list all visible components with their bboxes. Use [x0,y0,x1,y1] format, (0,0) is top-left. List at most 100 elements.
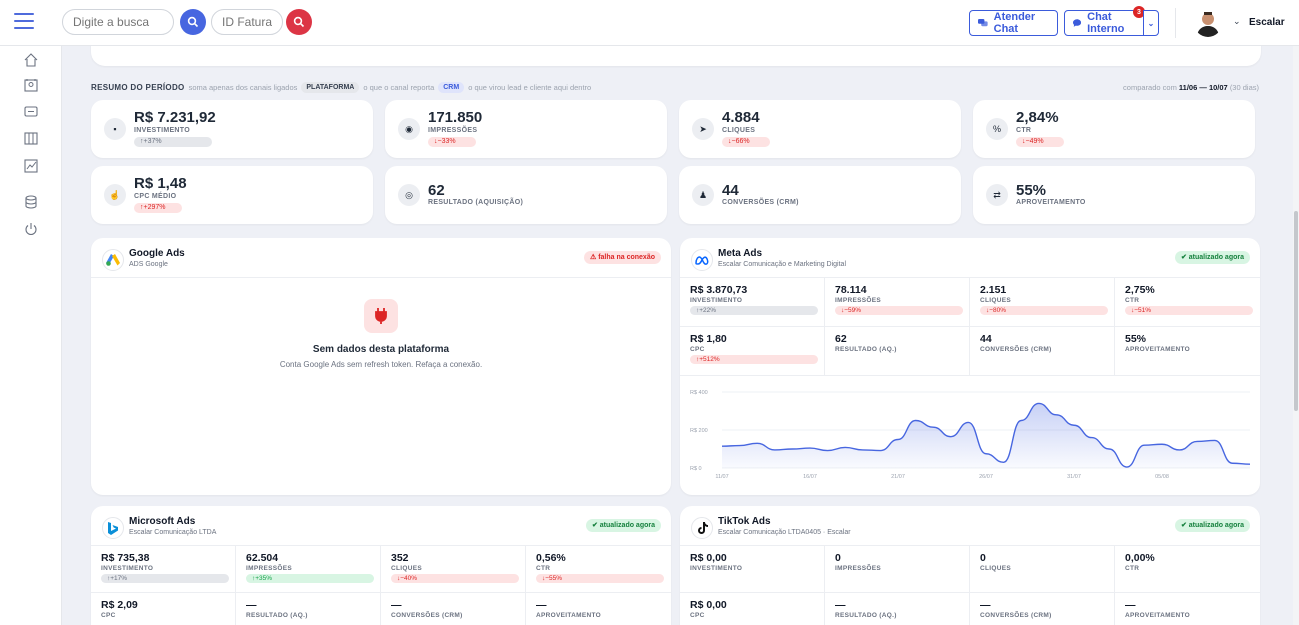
summary-text: soma apenas dos canais ligados [188,83,298,92]
kpi-label: INVESTIMENTO [134,127,190,134]
panel-subtitle: Escalar Comunicação LTDA0405 · Escalar [718,529,851,536]
metric-label: IMPRESSÕES [246,565,292,572]
metric-cell: 78.114 IMPRESSÕES ↓−59% [825,278,970,327]
metric-cell: 352 CLIQUES ↓−40% [381,546,526,593]
menu-icon[interactable] [14,13,34,29]
kpi-delta-badge: ↑+37% [134,137,212,147]
invoice-search-button[interactable] [286,9,312,35]
chevron-down-icon[interactable]: ⌄ [1233,16,1241,26]
kpi-label: CPC MÉDIO [134,193,177,200]
metric-cell: R$ 2,09 CPC [91,593,236,625]
panel-title: Meta Ads [718,248,763,259]
metric-value: 78.114 [835,284,867,296]
bing-logo-icon [102,517,124,539]
kpi-card: ➤ 4.884 CLIQUES ↓−66% [679,100,961,158]
metric-label: CPC [101,612,116,619]
power-icon[interactable] [23,221,39,237]
user-name[interactable]: Escalar [1249,17,1285,28]
database-icon[interactable] [23,194,39,210]
kpi-value: 4.884 [722,109,760,126]
metric-label: APROVEITAMENTO [1125,346,1190,353]
chart-icon[interactable] [23,158,39,174]
attend-chat-button[interactable]: Atender Chat [969,10,1058,36]
metric-value: 0,56% [536,552,566,564]
metric-delta-badge: ↓−80% [980,306,1108,315]
metric-cell: — APROVEITAMENTO [526,593,671,625]
metric-label: APROVEITAMENTO [536,612,601,619]
summary-title: RESUMO DO PERÍODO [91,83,185,92]
meta-ads-panel: Meta Ads Escalar Comunicação e Marketing… [680,238,1260,495]
notification-badge: 3 [1133,6,1145,18]
metric-label: CPC [690,346,705,353]
metric-delta-badge: ↑+17% [101,574,229,583]
panel-title: Microsoft Ads [129,516,196,527]
metric-value: 352 [391,552,409,564]
metric-value: R$ 0,00 [690,552,727,564]
chart-area [722,403,1250,468]
panel-title: Google Ads [129,248,185,259]
internal-chat-label: Chat Interno [1087,11,1125,35]
kanban-icon[interactable] [23,131,39,147]
search-icon [293,16,305,28]
contacts-icon[interactable] [23,77,39,93]
kpi-delta-badge: ↑+297% [134,203,182,213]
summary-header: RESUMO DO PERÍODO soma apenas dos canais… [91,82,591,93]
compare-prefix: comparado com [1123,83,1177,92]
metric-label: CLIQUES [391,565,422,572]
kpi-label: RESULTADO (AQUISIÇÃO) [428,199,524,206]
avatar[interactable] [1194,9,1222,37]
internal-chat-dropdown[interactable]: ⌄ [1143,10,1159,36]
search-button[interactable] [180,9,206,35]
panel-subtitle: ADS Google [129,261,168,268]
metric-value: R$ 3.870,73 [690,284,748,296]
metric-cell: R$ 0,00 CPC [680,593,825,625]
message-icon[interactable] [23,104,39,120]
metric-cell: 55% APROVEITAMENTO [1115,327,1260,376]
metric-label: CLIQUES [980,565,1011,572]
metric-cell: R$ 0,00 INVESTIMENTO [680,546,825,593]
status-badge: ⚠ falha na conexão [583,251,661,264]
internal-chat-button[interactable]: Chat Interno [1064,10,1144,36]
kpi-label: CTR [1016,127,1032,134]
panel-header: Microsoft Ads Escalar Comunicação LTDA ✔… [91,506,671,546]
panel-header: Google Ads ADS Google ⚠ falha na conexão [91,238,671,278]
metric-label: CONVERSÕES (CRM) [980,612,1052,619]
kpi-card: ⇄ 55% APROVEITAMENTO [973,166,1255,224]
kpi-card: ☝ R$ 1,48 CPC MÉDIO ↑+297% [91,166,373,224]
x-tick-label: 11/07 [715,474,728,480]
microsoft-ads-panel: Microsoft Ads Escalar Comunicação LTDA ✔… [91,506,671,625]
empty-state-text: Conta Google Ads sem refresh token. Refa… [279,360,483,369]
x-tick-label: 21/07 [891,474,905,480]
metric-delta-badge: ↑+35% [246,574,374,583]
kpi-value: 171.850 [428,109,483,126]
kpi-value: 62 [428,182,445,199]
metric-value: 44 [980,333,992,345]
chat-icon [1073,19,1082,27]
scrollbar-thumb[interactable] [1294,211,1298,411]
metric-cell: 44 CONVERSÕES (CRM) [970,327,1115,376]
divider [1175,8,1176,38]
main-content: RESUMO DO PERÍODO soma apenas dos canais… [75,46,1285,625]
panel-header: TikTok Ads Escalar Comunicação LTDA0405 … [680,506,1260,546]
metric-cell: — APROVEITAMENTO [1115,593,1260,625]
metric-value: 62.504 [246,552,279,564]
metric-label: APROVEITAMENTO [1125,612,1190,619]
kpi-label: CLIQUES [722,127,756,134]
metric-delta-badge: ↓−59% [835,306,963,315]
y-tick-label: R$ 200 [690,428,708,434]
status-badge: ✔ atualizado agora [585,519,661,532]
page-scrollbar[interactable] [1293,46,1299,625]
compare-dates: 11/06 — 10/07 [1178,83,1228,92]
metric-delta-badge: ↑+22% [690,306,818,315]
home-icon[interactable] [23,52,39,68]
metric-delta-badge: ↓−55% [536,574,664,583]
search-input[interactable] [62,9,174,35]
metric-label: CONVERSÕES (CRM) [391,612,463,619]
summary-text: o que o canal reporta [363,83,435,92]
kpi-card: % 2,84% CTR ↓−49% [973,100,1255,158]
metric-label: INVESTIMENTO [101,565,154,572]
invoice-id-input[interactable] [211,9,283,35]
metric-value: R$ 2,09 [101,599,138,611]
metric-value: R$ 735,38 [101,552,150,564]
metric-cell: — CONVERSÕES (CRM) [381,593,526,625]
